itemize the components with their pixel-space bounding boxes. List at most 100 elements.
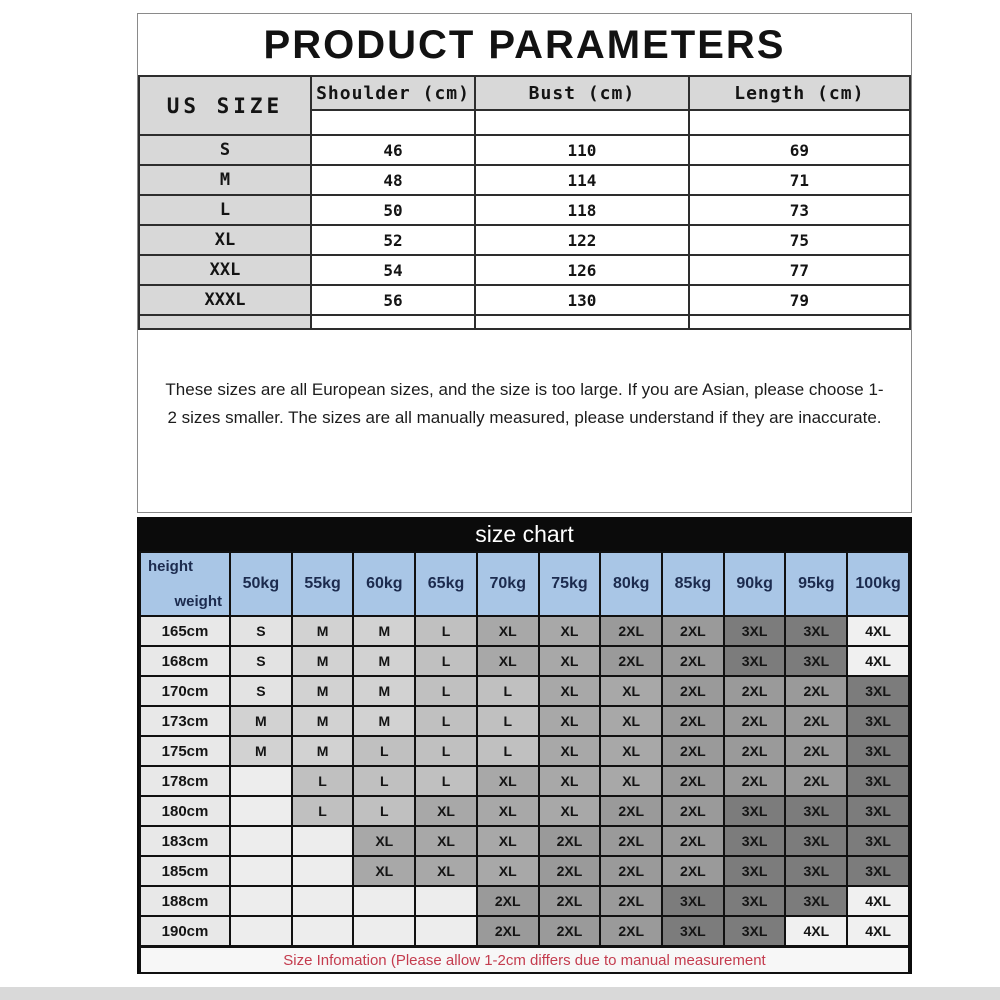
empty-cell — [138, 314, 312, 330]
height-label-cell: 185cm — [139, 855, 231, 887]
height-label-cell: 178cm — [139, 765, 231, 797]
size-value-cell: M — [290, 615, 355, 647]
corner-weight-label: weight — [174, 593, 223, 610]
size-value-cell: XL — [537, 705, 602, 737]
weight-header-cell: 70kg — [475, 551, 540, 617]
size-value-cell: XL — [599, 675, 664, 707]
size-chart-header-row: height weight 50kg 55kg 60kg 65kg 70kg 75kg 80kg… — [139, 551, 910, 617]
size-value-cell: 3XL — [784, 825, 849, 857]
size-value-cell: 4XL — [846, 615, 910, 647]
size-value-cell: 2XL — [599, 855, 664, 887]
empty-cell — [309, 314, 477, 330]
size-value-cell: L — [290, 795, 355, 827]
height-label-cell: 165cm — [139, 615, 231, 647]
size-value-cell: L — [475, 705, 540, 737]
empty-size-cell — [290, 825, 355, 857]
size-value-cell: 2XL — [661, 645, 725, 677]
height-label-cell: 170cm — [139, 675, 231, 707]
size-value-cell: 3XL — [846, 675, 910, 707]
height-label-cell: 188cm — [139, 885, 231, 917]
empty-cell — [474, 314, 690, 330]
size-value-cell: 4XL — [846, 645, 910, 677]
empty-size-cell — [229, 885, 293, 917]
size-value-cell: XL — [352, 825, 417, 857]
size-value-cell: 2XL — [661, 675, 725, 707]
empty-size-cell — [352, 915, 417, 947]
size-chart-row: 183cm XL XL XL 2XL 2XL 2XL 3XL 3XL 3XL — [139, 825, 910, 857]
size-value-cell: 3XL — [722, 885, 787, 917]
size-label-cell: M — [138, 164, 312, 196]
size-value-cell: XL — [599, 765, 664, 797]
size-note: These sizes are all European sizes, and … — [165, 380, 884, 428]
measurements-row: S 46 110 69 — [138, 134, 912, 166]
empty-size-cell — [414, 885, 478, 917]
weight-header-cell: 65kg — [414, 551, 478, 617]
measurement-value-cell: 73 — [687, 194, 912, 226]
measurements-subheader-row — [139, 109, 912, 136]
size-chart-row: 173cm M M M L L XL XL 2XL 2XL 2XL 3XL — [139, 705, 910, 737]
size-value-cell: 2XL — [475, 885, 540, 917]
size-value-cell: 2XL — [599, 915, 664, 947]
size-value-cell: 3XL — [784, 795, 849, 827]
size-value-cell: 3XL — [722, 795, 787, 827]
size-label-cell: XL — [138, 224, 312, 256]
size-value-cell: 4XL — [784, 915, 849, 947]
size-value-cell: L — [414, 645, 478, 677]
weight-header-cell: 100kg — [846, 551, 910, 617]
measurement-value-cell: 50 — [309, 194, 477, 226]
empty-size-cell — [290, 885, 355, 917]
measurements-stub-row — [138, 314, 912, 330]
size-value-cell: 3XL — [784, 645, 849, 677]
measurements-header-row: US SIZE Shoulder (cm) Bust (cm) Length (cm) — [138, 75, 912, 136]
height-label-cell: 183cm — [139, 825, 231, 857]
bottom-strip — [0, 987, 1000, 1000]
size-value-cell: XL — [475, 615, 540, 647]
size-value-cell: L — [475, 735, 540, 767]
size-chart-table: height weight 50kg 55kg 60kg 65kg 70kg 75kg 80kg… — [139, 551, 910, 947]
measurement-value-cell: 46 — [309, 134, 477, 166]
size-value-cell: XL — [475, 855, 540, 887]
size-value-cell: L — [414, 705, 478, 737]
size-value-cell: 2XL — [661, 615, 725, 647]
size-value-cell: XL — [599, 735, 664, 767]
size-value-cell: 2XL — [661, 855, 725, 887]
size-value-cell: 2XL — [537, 885, 602, 917]
measurements-row: XXL 54 126 77 — [138, 254, 912, 286]
weight-header-cell: 95kg — [784, 551, 849, 617]
size-value-cell: L — [352, 765, 417, 797]
us-size-header-cell: US SIZE — [138, 75, 312, 136]
size-value-cell: XL — [414, 795, 478, 827]
size-value-cell: 2XL — [599, 645, 664, 677]
weight-header-cell: 90kg — [722, 551, 787, 617]
size-value-cell: XL — [475, 825, 540, 857]
size-value-cell: XL — [537, 645, 602, 677]
size-value-cell: 3XL — [846, 855, 910, 887]
size-value-cell: 3XL — [722, 915, 787, 947]
size-label-cell: XXL — [138, 254, 312, 286]
height-label-cell: 168cm — [139, 645, 231, 677]
size-value-cell: M — [290, 675, 355, 707]
measurement-value-cell: 79 — [687, 284, 912, 316]
measurement-value-cell: 118 — [474, 194, 690, 226]
measurement-value-cell: 77 — [687, 254, 912, 286]
size-value-cell: XL — [352, 855, 417, 887]
size-value-cell: 3XL — [784, 615, 849, 647]
column-header-cell: Length (cm) — [687, 75, 912, 111]
size-value-cell: 2XL — [722, 675, 787, 707]
size-chart-row: 190cm 2XL 2XL 2XL 3XL 3XL 4XL 4XL — [139, 915, 910, 947]
size-value-cell: 3XL — [846, 705, 910, 737]
height-label-cell: 175cm — [139, 735, 231, 767]
measurement-value-cell: 71 — [687, 164, 912, 196]
measurement-value-cell: 48 — [309, 164, 477, 196]
size-value-cell: XL — [414, 855, 478, 887]
size-chart-row: 188cm 2XL 2XL 2XL 3XL 3XL 3XL 4XL — [139, 885, 910, 917]
content-column: PRODUCT PARAMETERS US SIZE Shoulder (cm) B… — [137, 13, 912, 974]
measurement-value-cell: 130 — [474, 284, 690, 316]
size-value-cell: 2XL — [722, 735, 787, 767]
size-value-cell: 3XL — [846, 825, 910, 857]
size-value-cell: 2XL — [599, 615, 664, 647]
size-value-cell: XL — [475, 645, 540, 677]
weight-header-cell: 60kg — [352, 551, 417, 617]
measurement-value-cell: 126 — [474, 254, 690, 286]
